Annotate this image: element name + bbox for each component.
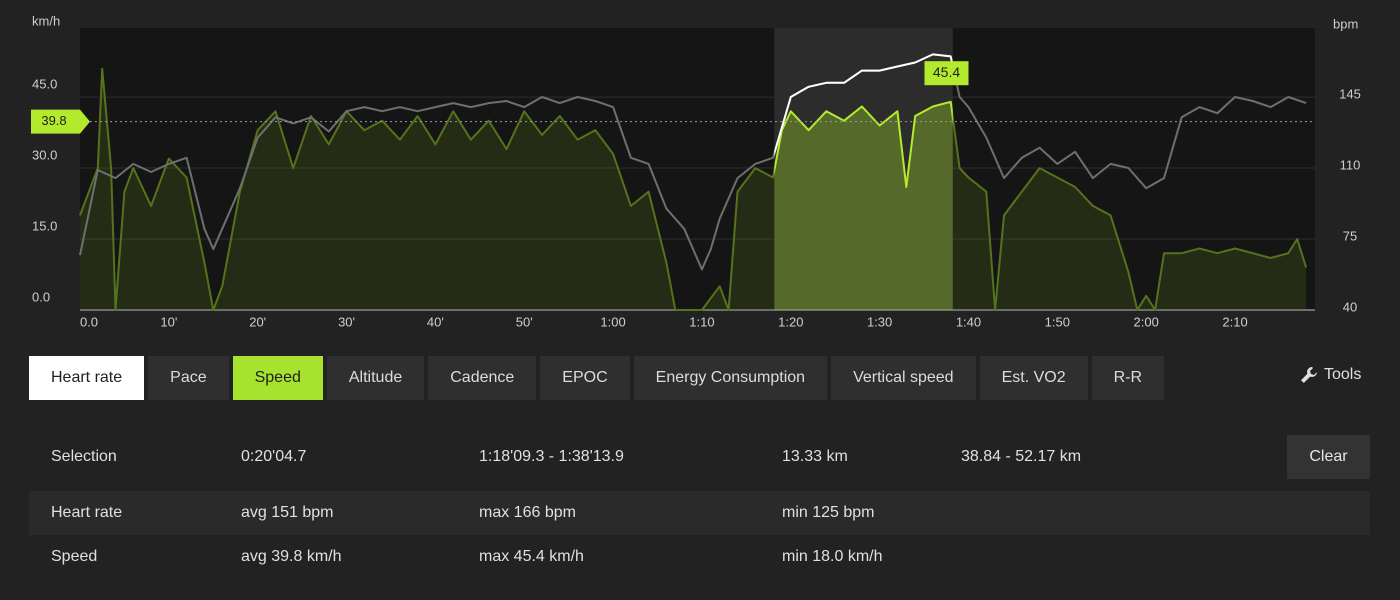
tab[interactable]: Est. VO2: [979, 356, 1088, 400]
stats-value: max 166 bpm: [479, 504, 576, 521]
x-tick-label: 1:10: [689, 314, 714, 329]
y-tick-label: 45.0: [32, 77, 57, 92]
tab[interactable]: EPOC: [540, 356, 630, 400]
x-tick-label: 50': [516, 314, 533, 329]
tab[interactable]: Energy Consumption: [633, 356, 828, 400]
stats-value: avg 39.8 km/h: [241, 548, 342, 565]
average-label: 39.8: [41, 113, 66, 128]
series-line: [79, 53, 1307, 271]
plot-background: [80, 28, 1315, 310]
x-tick-label: 1:30: [867, 314, 892, 329]
stats-label: Speed: [51, 548, 98, 565]
max-marker: [924, 61, 969, 86]
y-tick-label: 30.0: [32, 147, 57, 162]
selection-time-range: 1:18'09.3 - 1:38'13.9: [479, 448, 624, 465]
x-tick-label: 0.0: [80, 314, 98, 329]
x-tick-label: 1:20: [778, 314, 803, 329]
tab[interactable]: Vertical speed: [831, 356, 976, 400]
selection-duration: 0:20'04.7: [241, 448, 307, 465]
speed-area: [80, 68, 1307, 310]
series-line: [79, 67, 1308, 311]
stats-value: avg 151 bpm: [241, 504, 334, 521]
x-tick-label: 40': [427, 314, 444, 329]
average-flag: [31, 109, 90, 134]
x-tick-label: 10': [160, 314, 177, 329]
y2-tick-label: 40: [1343, 299, 1357, 314]
tab[interactable]: Cadence: [428, 356, 537, 400]
y2-tick-label: 110: [1340, 157, 1361, 172]
tab[interactable]: Heart rate: [29, 356, 145, 400]
stats-value: min 18.0 km/h: [782, 548, 883, 565]
tab[interactable]: Speed: [232, 356, 323, 400]
speed-area-selected: [774, 101, 953, 310]
x-tick-label: 20': [249, 314, 266, 329]
tab[interactable]: Pace: [148, 356, 229, 400]
x-tick-label: 30': [338, 314, 355, 329]
clear-button[interactable]: Clear: [1287, 435, 1370, 479]
y2-tick-label: 145: [1339, 86, 1361, 101]
y-axis-label: km/h: [32, 13, 60, 28]
stats-row: Speed avg 39.8 km/h max 45.4 km/h min 18.0 …: [29, 535, 1370, 579]
wrench-icon: [1301, 367, 1317, 383]
max-label: 45.4: [933, 64, 960, 80]
selection-row: Selection 0:20'04.7 1:18'09.3 - 1:38'13.…: [29, 435, 1370, 479]
tools-button[interactable]: Tools: [1300, 366, 1361, 384]
y-tick-label: 0.0: [32, 289, 50, 304]
tools-label: Tools: [1324, 366, 1362, 383]
x-tick-label: 1:00: [600, 314, 625, 329]
tab[interactable]: R-R: [1091, 356, 1165, 400]
selection-label: Selection: [51, 448, 117, 465]
y2-tick-label: 75: [1343, 228, 1357, 243]
selection-highlight: [774, 28, 953, 310]
stats-value: max 45.4 km/h: [479, 548, 584, 565]
y2-axis-label: bpm: [1333, 16, 1358, 31]
stats-row: Heart rate avg 151 bpm max 166 bpm min 125 …: [29, 491, 1370, 535]
stats-label: Heart rate: [51, 504, 123, 521]
tab-bar: Heart rate Pace Speed Altitude Cadence EPOC En…: [29, 356, 1165, 400]
x-tick-label: 2:10: [1222, 314, 1247, 329]
tab[interactable]: Altitude: [326, 356, 425, 400]
x-tick-label: 2:00: [1134, 314, 1159, 329]
x-tick-label: 1:50: [1045, 314, 1070, 329]
chart: km/h bpm 0.0 15.0 30.0 45.0 40 75 110 145 0.0 10'…: [31, 13, 1361, 329]
selection-distance: 13.33 km: [782, 448, 848, 465]
y-tick-label: 15.0: [32, 218, 57, 233]
x-tick-label: 1:40: [956, 314, 981, 329]
selection-distance-range: 38.84 - 52.17 km: [961, 448, 1082, 465]
stats-value: min 125 bpm: [782, 504, 875, 521]
